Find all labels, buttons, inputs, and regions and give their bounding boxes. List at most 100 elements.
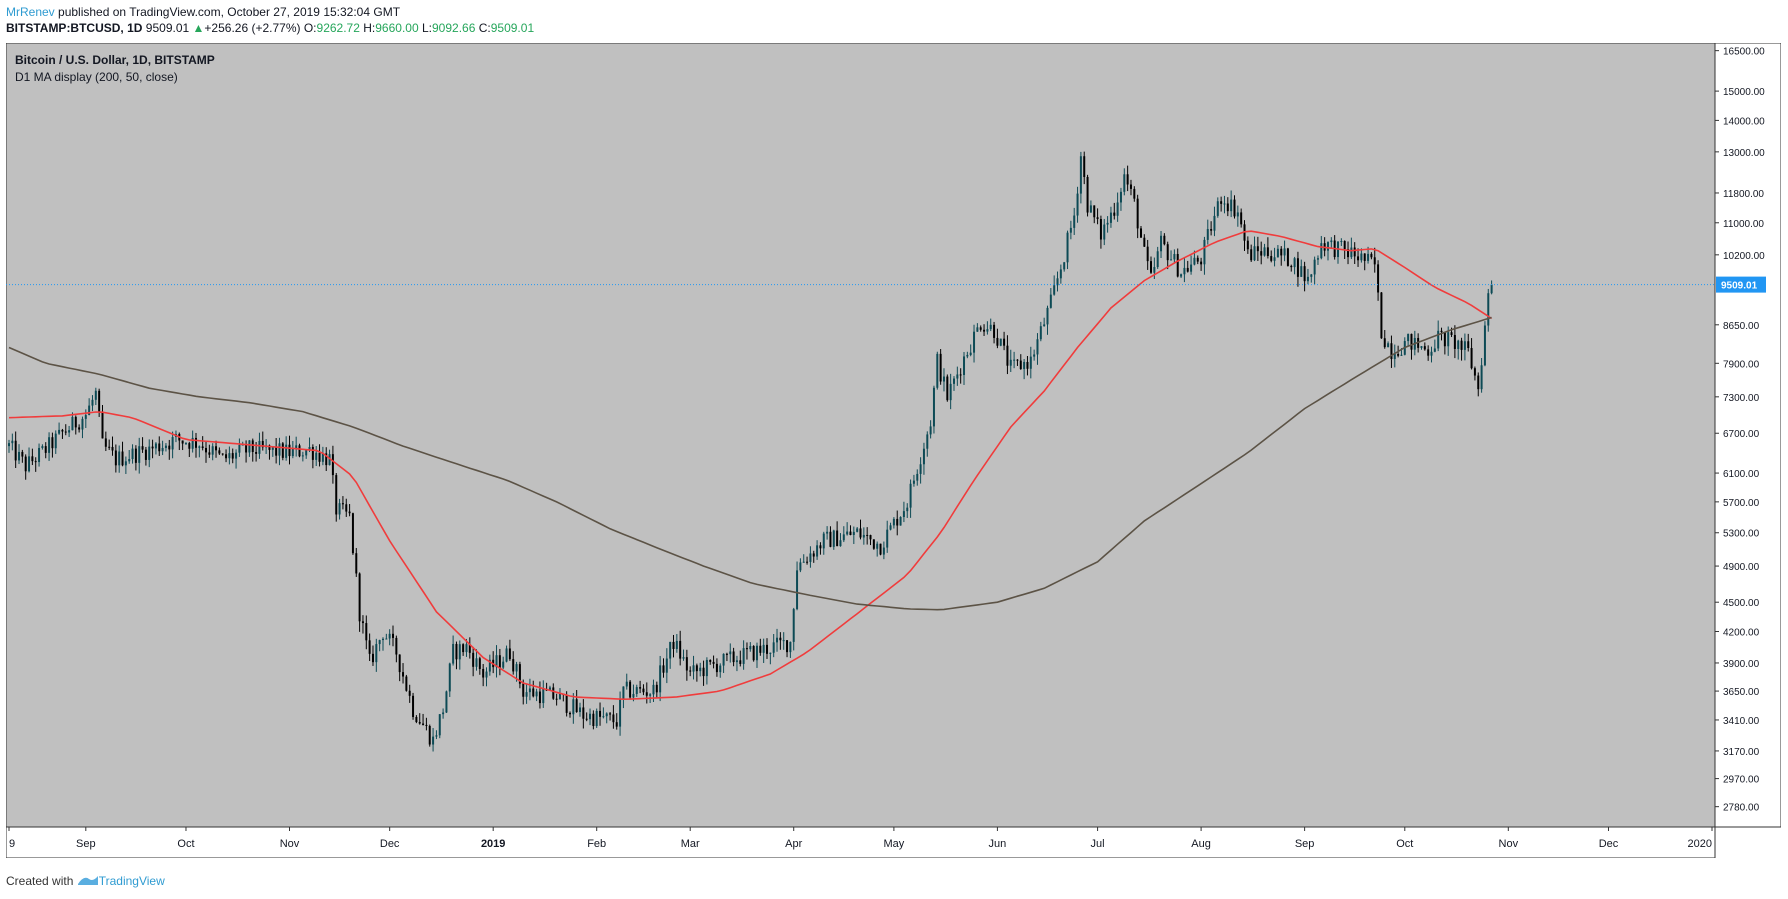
candle-body (1069, 227, 1072, 233)
candle-body (1220, 201, 1223, 204)
candle-body (144, 449, 147, 460)
candle (909, 479, 912, 518)
candle-body (164, 445, 167, 448)
candle-body (462, 644, 465, 653)
candle (365, 615, 368, 650)
candle-body (889, 525, 892, 530)
candle-body (275, 446, 278, 456)
candle (1373, 247, 1376, 273)
candle-body (939, 353, 942, 382)
candle-body (1210, 229, 1213, 231)
candle-body (34, 461, 37, 463)
candle (876, 541, 879, 557)
candle-body (438, 714, 441, 736)
candle-body (572, 699, 575, 715)
candle-body (1400, 354, 1403, 356)
candle (732, 647, 735, 667)
candle-body (1096, 217, 1099, 220)
candle (1280, 246, 1283, 266)
candle (1056, 271, 1059, 292)
candle (78, 424, 81, 433)
candle-body (632, 693, 635, 698)
candle-body (108, 446, 111, 448)
candle-body (408, 690, 411, 696)
candle-body (141, 446, 144, 450)
candle (959, 368, 962, 384)
tradingview-brand[interactable]: TradingView (98, 874, 165, 888)
candle (993, 321, 996, 344)
candle (555, 693, 558, 706)
candle (351, 512, 354, 555)
candle (1453, 325, 1456, 359)
candle-body (1213, 215, 1216, 231)
candle (1463, 333, 1466, 361)
candle (832, 529, 835, 550)
candle (836, 521, 839, 547)
candle-body (672, 641, 675, 649)
candle-body (846, 531, 849, 535)
candle-body (291, 448, 294, 457)
chart-legend: Bitcoin / U.S. Dollar, 1D, BITSTAMP D1 M… (15, 52, 215, 86)
candle (482, 664, 485, 687)
candle-body (1390, 343, 1393, 360)
candle-body (458, 644, 461, 660)
candle-body (1440, 330, 1443, 333)
candle-body (956, 374, 959, 379)
candle (575, 690, 578, 713)
chart-container[interactable]: 16500.00 15000.00 14000.00 13000.00 11800.00… (5, 42, 1782, 859)
candle (802, 554, 805, 563)
candle-body (101, 411, 104, 439)
y-tick-label: 3900.00 (1723, 659, 1760, 670)
candle-body (335, 475, 338, 515)
candle-body (81, 418, 84, 430)
candle (752, 645, 755, 662)
candle (248, 440, 251, 457)
candle (796, 561, 799, 611)
candle (869, 534, 872, 546)
candle-body (168, 445, 171, 450)
author-link[interactable]: MrRenev (6, 5, 55, 19)
candle (769, 652, 772, 665)
candle (34, 457, 37, 472)
candle-body (482, 668, 485, 678)
up-arrow-icon: ▲ (192, 21, 205, 35)
candle-body (876, 543, 879, 549)
candle (602, 707, 605, 719)
candle-body (1393, 353, 1396, 360)
candle-body (1286, 248, 1289, 266)
candle (211, 443, 214, 461)
candle (792, 607, 795, 651)
candle (829, 526, 832, 548)
candle (1150, 256, 1153, 274)
candle-body (1470, 348, 1473, 369)
plot-area[interactable] (5, 42, 1716, 828)
candle-body (488, 659, 491, 672)
candle (1316, 255, 1319, 265)
candle (639, 680, 642, 694)
candle-body (485, 671, 488, 678)
candle-body (692, 665, 695, 672)
candle-body (412, 695, 415, 718)
candle-body (575, 699, 578, 713)
candle-body (705, 659, 708, 677)
price-chart[interactable]: 16500.00 15000.00 14000.00 13000.00 11800.00… (5, 42, 1782, 859)
candle-body (1193, 257, 1196, 265)
candle (669, 641, 672, 669)
candle (305, 449, 308, 459)
candle-body (402, 672, 405, 677)
candle (51, 432, 54, 458)
time-axis[interactable] (5, 826, 1716, 859)
candle-body (1313, 259, 1316, 275)
candle (1043, 317, 1046, 327)
candle-body (1196, 257, 1199, 262)
candle (422, 713, 425, 726)
candle (144, 446, 147, 466)
candle-body (331, 454, 334, 476)
price-axis[interactable] (1714, 42, 1782, 828)
candle-body (445, 691, 448, 713)
candle-body (1280, 248, 1283, 256)
candle-body (1170, 259, 1173, 261)
candle (675, 634, 678, 653)
candle (21, 449, 24, 463)
candle (856, 526, 859, 533)
